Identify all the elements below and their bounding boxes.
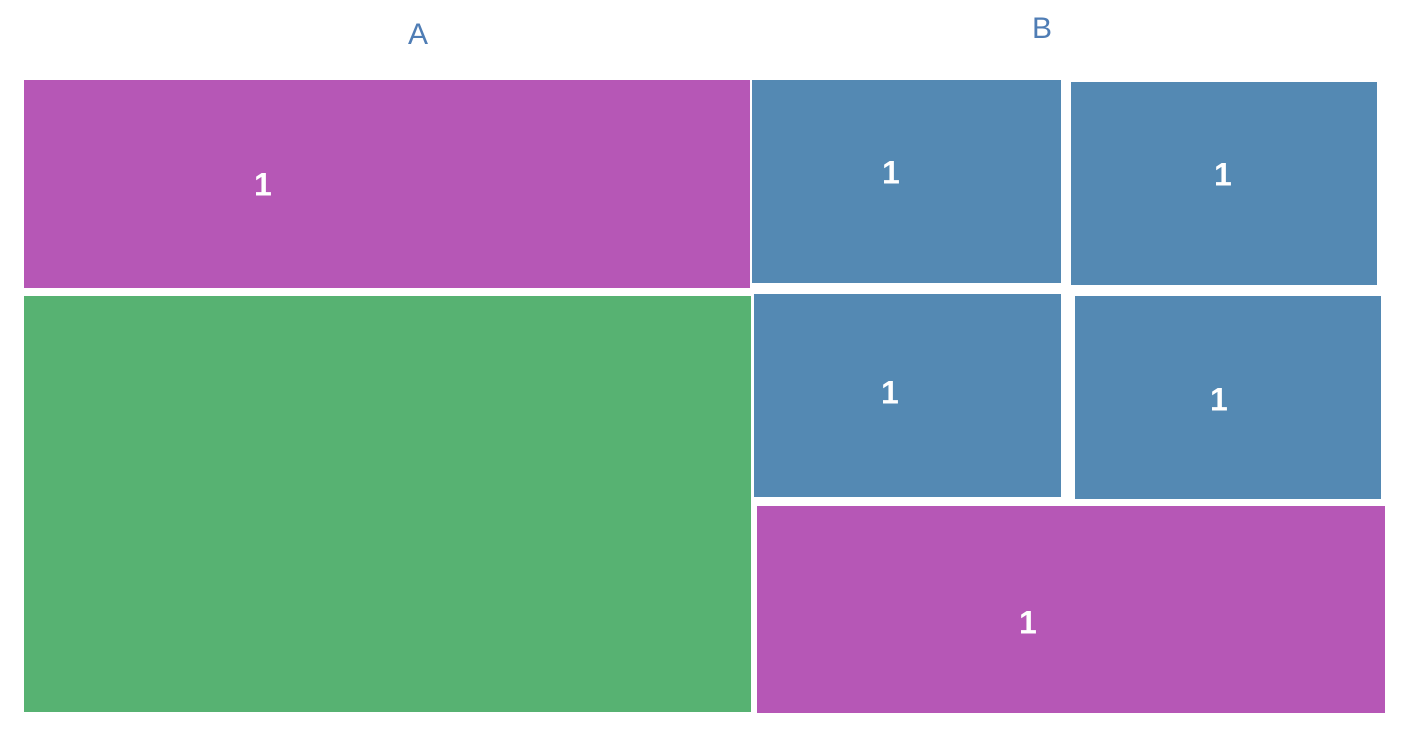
column-a-top-block: 1 <box>24 80 750 288</box>
column-b-block-4: 1 <box>1075 296 1381 499</box>
column-b-bottom-block-label: 1 <box>1019 604 1037 641</box>
column-b-block-3: 1 <box>754 294 1061 497</box>
column-b-block-2: 1 <box>1071 82 1377 285</box>
column-a-top-block-label: 1 <box>254 166 272 203</box>
column-b-block-3-label: 1 <box>881 374 899 411</box>
column-b-block-1-label: 1 <box>882 154 900 191</box>
column-b-heading: B <box>1031 12 1052 45</box>
column-a-heading: A <box>407 18 428 51</box>
column-a-bottom-block <box>24 296 751 712</box>
column-b-block-4-label: 1 <box>1210 381 1228 418</box>
column-b-block-2-label: 1 <box>1214 156 1232 193</box>
column-b-bottom-block: 1 <box>757 506 1385 713</box>
column-b-block-1: 1 <box>752 80 1061 283</box>
